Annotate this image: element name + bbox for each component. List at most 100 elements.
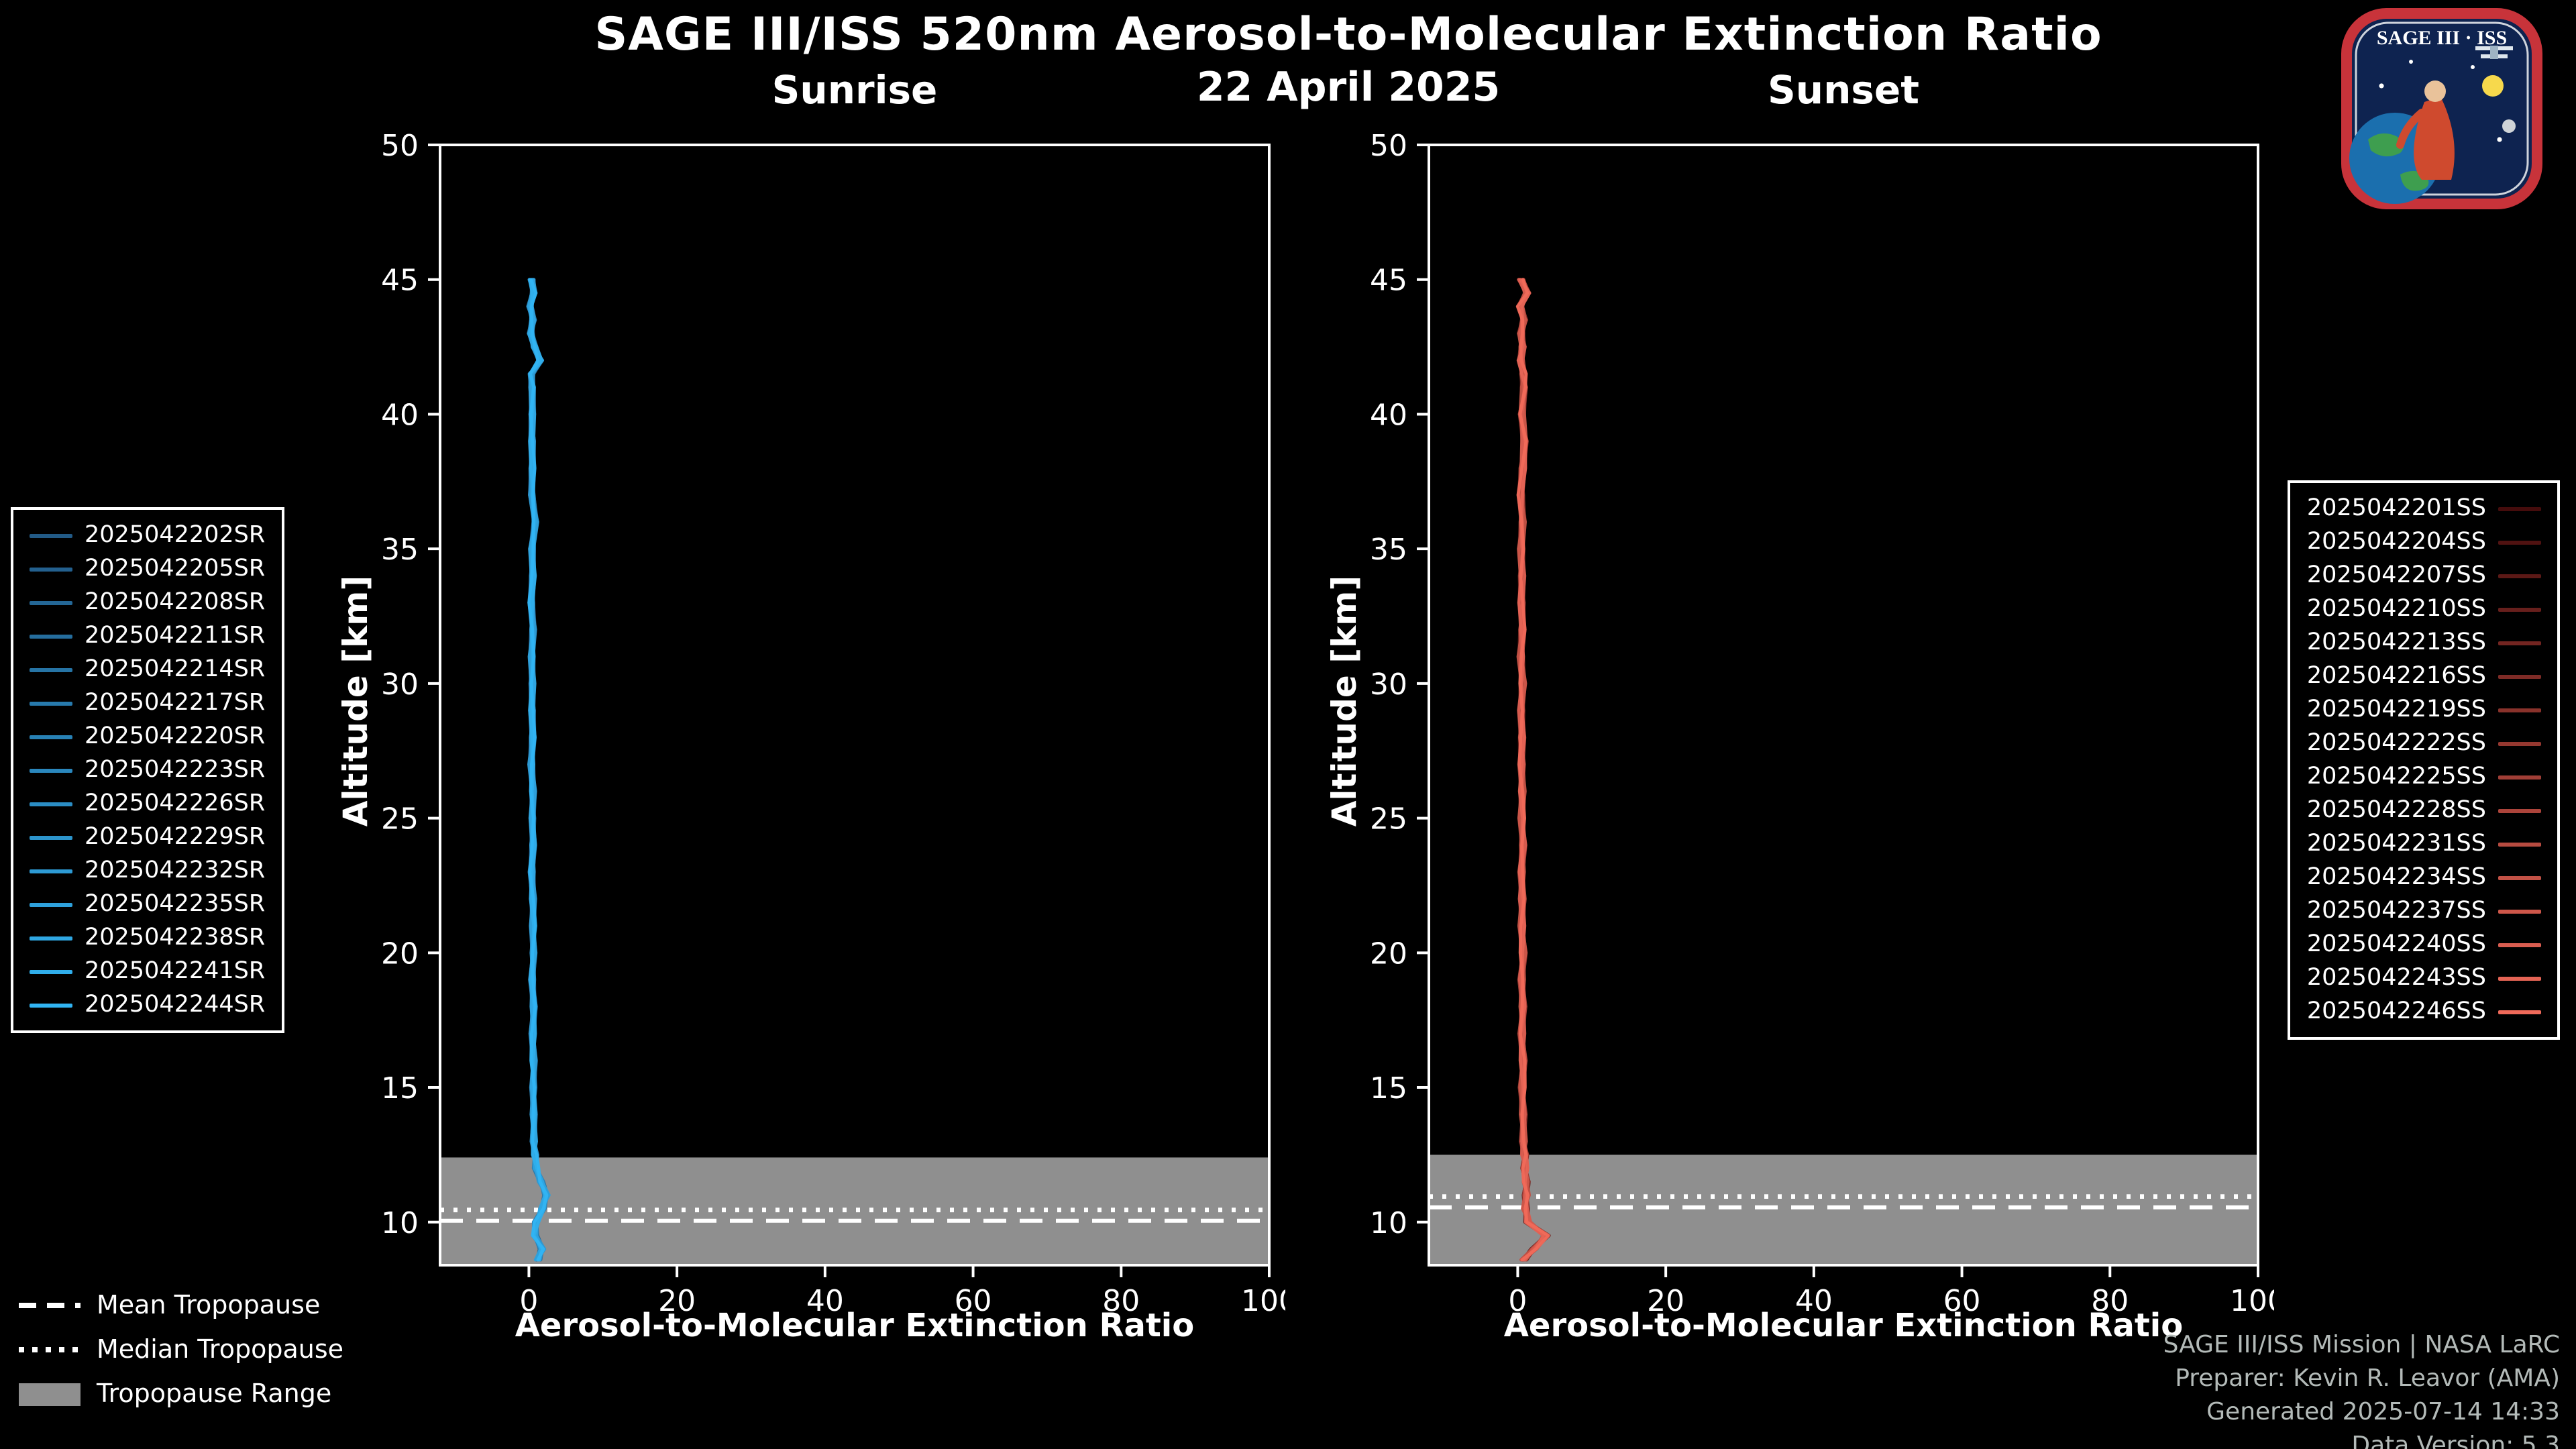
credit-data-version: Data Version: 5.3 (2351, 1432, 2560, 1449)
legend-line-swatch (30, 902, 72, 906)
legend-line-swatch (30, 600, 72, 604)
svg-text:20: 20 (1370, 936, 1407, 971)
svg-text:60: 60 (1943, 1284, 1981, 1318)
credit-preparer: Preparer: Kevin R. Leavor (AMA) (2175, 1364, 2560, 1393)
legend-line-swatch (2498, 574, 2541, 578)
legend-label: 2025042244SR (85, 991, 266, 1018)
legend-item: 2025042235SR (30, 891, 265, 918)
legend-label: 2025042211SR (85, 623, 266, 649)
legend-item: 2025042202SR (30, 522, 265, 549)
svg-text:15: 15 (1370, 1071, 1407, 1106)
svg-text:40: 40 (1795, 1284, 1833, 1318)
legend-label: 2025042204SS (2306, 529, 2486, 555)
legend-line-swatch (30, 869, 72, 873)
legend-line-swatch (2498, 1010, 2541, 1014)
legend-item: 2025042232SR (30, 857, 265, 884)
legend-line-swatch (30, 936, 72, 940)
legend-line-swatch (30, 634, 72, 638)
legend-item: 2025042226SR (30, 790, 265, 817)
panel-title-sunset: Sunset (1768, 67, 1919, 113)
svg-text:10: 10 (381, 1206, 419, 1240)
legend-item: 2025042220SR (30, 723, 265, 750)
credits-block: SAGE III/ISS Mission | NASA LaRC Prepare… (2163, 1328, 2560, 1449)
legend-line-swatch (30, 667, 72, 672)
legend-line-swatch (2498, 775, 2541, 779)
legend-line-swatch (2498, 607, 2541, 611)
svg-text:60: 60 (955, 1284, 992, 1318)
legend-label: 2025042201SS (2306, 495, 2486, 522)
legend-label: 2025042225SS (2306, 763, 2486, 790)
legend-line-swatch (2498, 842, 2541, 846)
legend-line-swatch (2498, 808, 2541, 812)
legend-label: 2025042223SR (85, 757, 266, 784)
legend-label: Tropopause Range (97, 1379, 332, 1409)
svg-text:25: 25 (381, 802, 419, 837)
legend-label: 2025042213SS (2306, 629, 2486, 656)
svg-text:20: 20 (658, 1284, 696, 1318)
legend-label: 2025042243SS (2306, 965, 2486, 991)
svg-text:45: 45 (1370, 264, 1407, 298)
legend-label: 2025042234SS (2306, 864, 2486, 891)
svg-text:100: 100 (2230, 1284, 2274, 1318)
legend-label: Mean Tropopause (97, 1291, 321, 1320)
legend-item: 2025042204SS (2307, 529, 2541, 555)
legend-item: 2025042228SS (2307, 797, 2541, 824)
svg-text:30: 30 (381, 667, 419, 702)
legend-label: 2025042246SS (2306, 998, 2486, 1025)
svg-text:45: 45 (381, 264, 419, 298)
legend-line-swatch (2498, 674, 2541, 678)
legend-item: 2025042211SR (30, 623, 265, 649)
legend-line-swatch (2498, 708, 2541, 712)
legend-item: 2025042205SR (30, 555, 265, 582)
svg-text:35: 35 (1370, 533, 1407, 567)
legend-label: 2025042226SR (85, 790, 266, 817)
legend-item: 2025042244SR (30, 991, 265, 1018)
svg-text:15: 15 (381, 1071, 419, 1106)
legend-label: 2025042229SR (85, 824, 266, 851)
svg-text:50: 50 (381, 131, 419, 163)
credit-mission: SAGE III/ISS Mission | NASA LaRC (2163, 1331, 2560, 1359)
legend-line-swatch (30, 701, 72, 705)
legend-line-swatch (30, 567, 72, 571)
svg-text:25: 25 (1370, 802, 1407, 837)
sage-iss-logo-image: SAGE III · ISS (2341, 8, 2542, 209)
svg-text:20: 20 (1647, 1284, 1684, 1318)
sage-iss-logo: SAGE III · ISS (2341, 8, 2542, 209)
legend-label: 2025042232SR (85, 857, 266, 884)
legend-item: 2025042216SS (2307, 663, 2541, 690)
sunset-event-legend: 2025042201SS 2025042204SS 2025042207SS 2025… (2288, 480, 2560, 1040)
svg-text:20: 20 (381, 936, 419, 971)
legend-label: Median Tropopause (97, 1335, 343, 1364)
credit-generated: Generated 2025-07-14 14:33 (2206, 1398, 2560, 1426)
sunrise-plot: 0 20 40 60 80 100 10 15 20 25 30 35 40 45 50 (381, 131, 1285, 1318)
legend-line-swatch (30, 835, 72, 839)
legend-label: 2025042219SS (2306, 696, 2486, 723)
legend-line-swatch (2498, 909, 2541, 913)
date-label: 22 April 2025 (1196, 64, 1501, 111)
legend-label: 2025042240SS (2306, 931, 2486, 958)
legend-line-swatch (30, 969, 72, 973)
svg-text:80: 80 (1102, 1284, 1140, 1318)
legend-line-swatch (30, 802, 72, 806)
dotted-line-swatch (19, 1347, 80, 1352)
svg-text:50: 50 (1370, 131, 1407, 163)
legend-item: 2025042243SS (2307, 965, 2541, 991)
legend-item: 2025042213SS (2307, 629, 2541, 656)
panel-title-sunrise: Sunrise (771, 67, 938, 113)
legend-label: 2025042217SR (85, 690, 266, 716)
dashed-line-swatch (19, 1303, 80, 1308)
legend-label: 2025042216SS (2306, 663, 2486, 690)
legend-label: 2025042238SR (85, 924, 266, 951)
legend-item: 2025042240SS (2307, 931, 2541, 958)
legend-item: 2025042210SS (2307, 596, 2541, 623)
legend-line-swatch (2498, 976, 2541, 980)
legend-item: 2025042238SR (30, 924, 265, 951)
svg-text:10: 10 (1370, 1206, 1407, 1240)
legend-item: 2025042225SS (2307, 763, 2541, 790)
legend-label: 2025042235SR (85, 891, 266, 918)
legend-item: 2025042231SS (2307, 830, 2541, 857)
legend-line-swatch (2498, 875, 2541, 879)
legend-line-swatch (2498, 641, 2541, 645)
